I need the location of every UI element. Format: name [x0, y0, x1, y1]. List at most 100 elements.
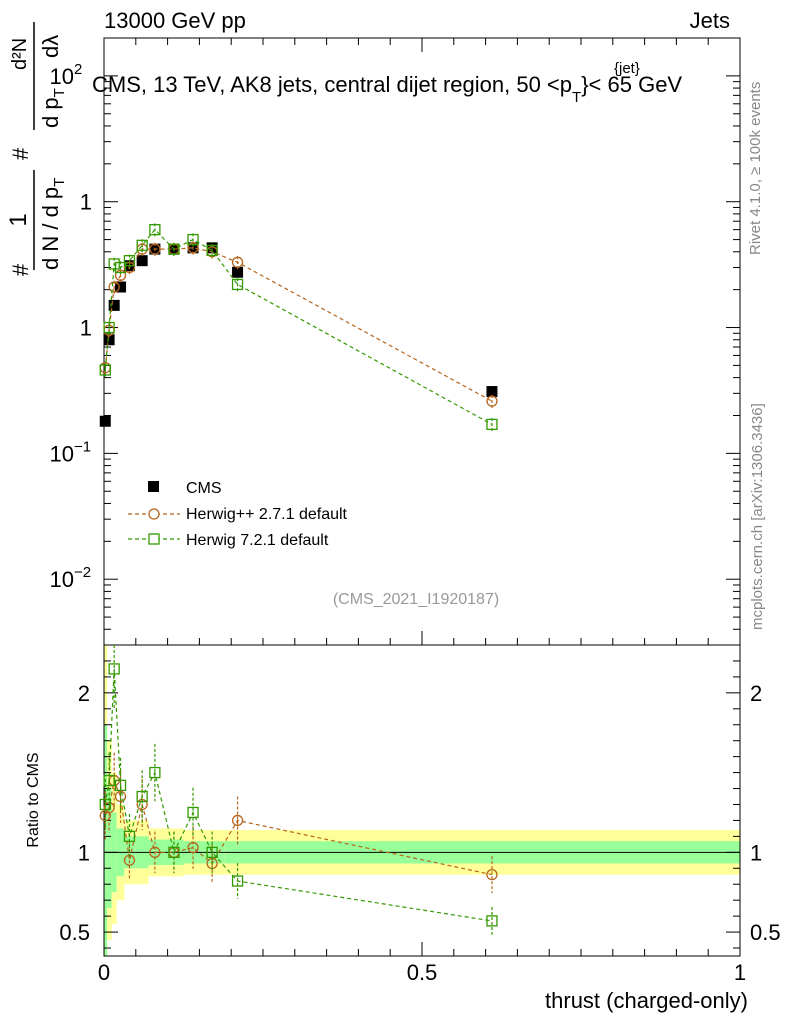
- ylabel-d2n: d²N: [9, 38, 31, 70]
- x-tick-label: 0: [98, 960, 110, 985]
- ratio-herwig7-point: [231, 875, 244, 887]
- herwig7-point: [136, 239, 148, 251]
- cms-data-point: [108, 299, 120, 311]
- herwig7-point: [187, 233, 199, 246]
- legend-label-cms: CMS: [186, 480, 222, 497]
- ratio-herwigpp-point: [231, 814, 244, 827]
- herwig7-point: [108, 258, 120, 270]
- ratio-herwig7-point: [103, 774, 115, 787]
- series-line-1: [104, 247, 493, 402]
- rivet-version-text: Rivet 4.1.0, ≥ 100k events: [747, 82, 764, 255]
- cms-data-point: [486, 386, 498, 398]
- ratio-herwig7-point: [99, 798, 111, 811]
- herwigpp-point: [187, 242, 199, 254]
- ratio-frame: [103, 644, 741, 957]
- main-y-tick-exponent: 2: [74, 61, 82, 78]
- ratio-herwig7-point: [486, 915, 498, 927]
- title-sub: T: [572, 89, 581, 106]
- herwig7-point: [114, 261, 127, 274]
- x-ticks: 0 0.5 1: [98, 38, 746, 985]
- ratio-herwig7-point: [149, 766, 161, 779]
- ratio-herwig7-point: [136, 790, 148, 803]
- legend-label-herwigpp: Herwig++ 2.7.1 default: [186, 506, 348, 523]
- herwig7-point: [99, 364, 111, 376]
- ratio-bands: [104, 645, 740, 956]
- main-y-tick-label: 10: [50, 441, 74, 466]
- ylabel-dpt: d pT: [38, 88, 68, 128]
- ratio-herwig7-point: [187, 806, 199, 819]
- title-superscript: {jet}: [614, 60, 640, 77]
- ratio-y-label: Ratio to CMS: [25, 752, 42, 847]
- main-y-tick-label: 10: [50, 567, 74, 592]
- ylabel-hash: #: [8, 263, 33, 276]
- category-label: Jets: [690, 8, 730, 33]
- legend: CMS Herwig++ 2.7.1 default Herwig 7.2.1 …: [128, 480, 348, 549]
- herwigpp-point: [123, 261, 136, 274]
- ratio-y-tick-label: 2: [78, 681, 90, 706]
- main-frame: [103, 37, 741, 646]
- x-axis-label: thrust (charged-only): [545, 988, 748, 1013]
- ylabel-hash2: #: [8, 147, 33, 160]
- ratio-herwigpp-point: [486, 869, 498, 881]
- x-tick-label: 1: [734, 960, 746, 985]
- herwigpp-point: [108, 281, 120, 293]
- ratio-herwig7-point: [108, 663, 120, 675]
- ratio-y-tick-label-right: 0.5: [750, 920, 781, 945]
- ratio-herwig7-point: [114, 779, 127, 791]
- legend-label-herwig7: Herwig 7.2.1 default: [186, 532, 329, 549]
- ratio-herwigpp-point: [149, 846, 161, 858]
- main-y-tick-label: 1: [80, 190, 92, 215]
- main-y-tick-label: 10: [50, 64, 74, 89]
- ratio-herwigpp-point: [114, 790, 127, 803]
- ylabel-den: d N / d pT: [38, 178, 68, 270]
- ratio-inner-band: [104, 724, 108, 956]
- ratio-y-tick-label-right: 1: [750, 840, 762, 865]
- ratio-inner-band: [107, 788, 112, 909]
- main-y-tick-exponent: −2: [74, 564, 91, 581]
- legend-marker-herwig7: [148, 533, 160, 545]
- ratio-herwig7-point: [168, 846, 180, 858]
- plot-title: CMS, 13 TeV, AK8 jets, central dijet reg…: [92, 72, 682, 106]
- x-tick-label: 0.5: [407, 960, 438, 985]
- ylabel-num: 1: [5, 213, 32, 226]
- herwig7-point: [149, 223, 161, 236]
- ratio-y-ticks: 2 2 1 1 0.5 0.5: [59, 660, 781, 949]
- main-y-tick-label: 1: [80, 316, 92, 341]
- ratio-y-tick-label: 1: [78, 840, 90, 865]
- ylabel-dlambda: dλ: [38, 35, 63, 58]
- herwigpp-point: [114, 269, 127, 281]
- herwig7-point: [103, 321, 115, 334]
- herwigpp-point: [486, 395, 498, 407]
- mcplots-text: mcplots.cern.ch [arXiv:1306.3436]: [749, 403, 766, 630]
- herwig7-point: [486, 418, 498, 431]
- cms-data-point: [136, 255, 148, 267]
- main-series-layer: [99, 223, 498, 432]
- herwig7-point: [168, 243, 180, 255]
- herwig7-point: [123, 255, 136, 267]
- energy-label: 13000 GeV pp: [104, 8, 246, 33]
- title-end: }< 65 GeV: [581, 72, 682, 97]
- ratio-herwigpp-point: [136, 798, 148, 811]
- cms-data-point: [99, 415, 111, 427]
- ratio-y-tick-label: 0.5: [59, 920, 90, 945]
- ratio-herwig7-point: [206, 846, 218, 858]
- herwigpp-point: [231, 256, 244, 268]
- ratio-y-tick-label-right: 2: [750, 681, 762, 706]
- cms-data-point: [103, 334, 115, 346]
- legend-marker-herwigpp: [148, 508, 160, 520]
- ratio-line-2: [104, 668, 493, 922]
- series-line-2: [104, 228, 493, 425]
- herwigpp-point: [149, 243, 161, 255]
- ratio-herwig7-point: [123, 830, 136, 843]
- analysis-tag: (CMS_2021_I1920187): [333, 591, 499, 608]
- cms-data-point: [232, 266, 244, 278]
- ratio-herwigpp-point: [187, 841, 199, 854]
- herwig7-point: [231, 278, 244, 291]
- cms-data-point: [115, 281, 127, 293]
- ratio-series-layer: [99, 645, 498, 935]
- main-y-tick-exponent: −1: [74, 438, 91, 455]
- herwig7-point: [206, 244, 218, 257]
- main-y-label: # 1 d N / d pT # d²N d pT dλ: [5, 22, 68, 276]
